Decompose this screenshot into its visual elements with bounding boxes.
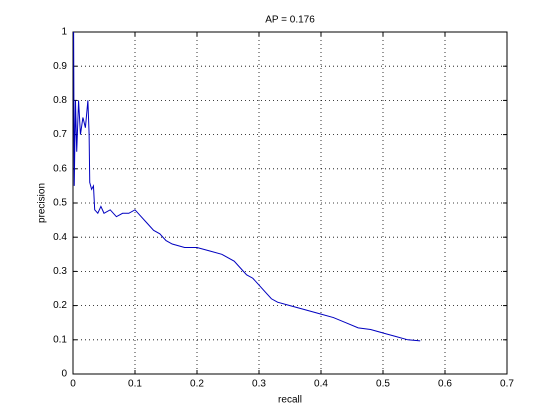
y-tick-label: 0.6 <box>53 163 67 174</box>
y-tick-label: 0.9 <box>53 61 67 72</box>
x-tick-label: 0.7 <box>500 379 514 390</box>
x-tick-label: 0.2 <box>190 379 204 390</box>
data-line <box>73 31 421 342</box>
y-tick-label: 1 <box>61 27 67 38</box>
x-tick-label: 0.6 <box>438 379 452 390</box>
y-tick-label: 0.2 <box>53 300 67 311</box>
y-tick-label: 0 <box>61 369 67 380</box>
chart-title: AP = 0.176 <box>265 15 315 26</box>
x-tick-label: 0 <box>70 379 76 390</box>
y-tick-label: 0.7 <box>53 129 67 140</box>
x-tick-label: 0.1 <box>128 379 142 390</box>
x-tick-label: 0.3 <box>252 379 266 390</box>
x-axis-label: recall <box>278 395 302 406</box>
x-tick-label: 0.5 <box>376 379 390 390</box>
y-tick-label: 0.5 <box>53 198 67 209</box>
plot-frame <box>72 31 508 375</box>
y-tick-label: 0.8 <box>53 95 67 106</box>
y-tick-label: 0.4 <box>53 232 67 243</box>
y-axis-label: precision <box>37 183 48 223</box>
y-tick-label: 0.3 <box>53 266 67 277</box>
x-tick-label: 0.4 <box>314 379 328 390</box>
y-tick-label: 0.1 <box>53 334 67 345</box>
